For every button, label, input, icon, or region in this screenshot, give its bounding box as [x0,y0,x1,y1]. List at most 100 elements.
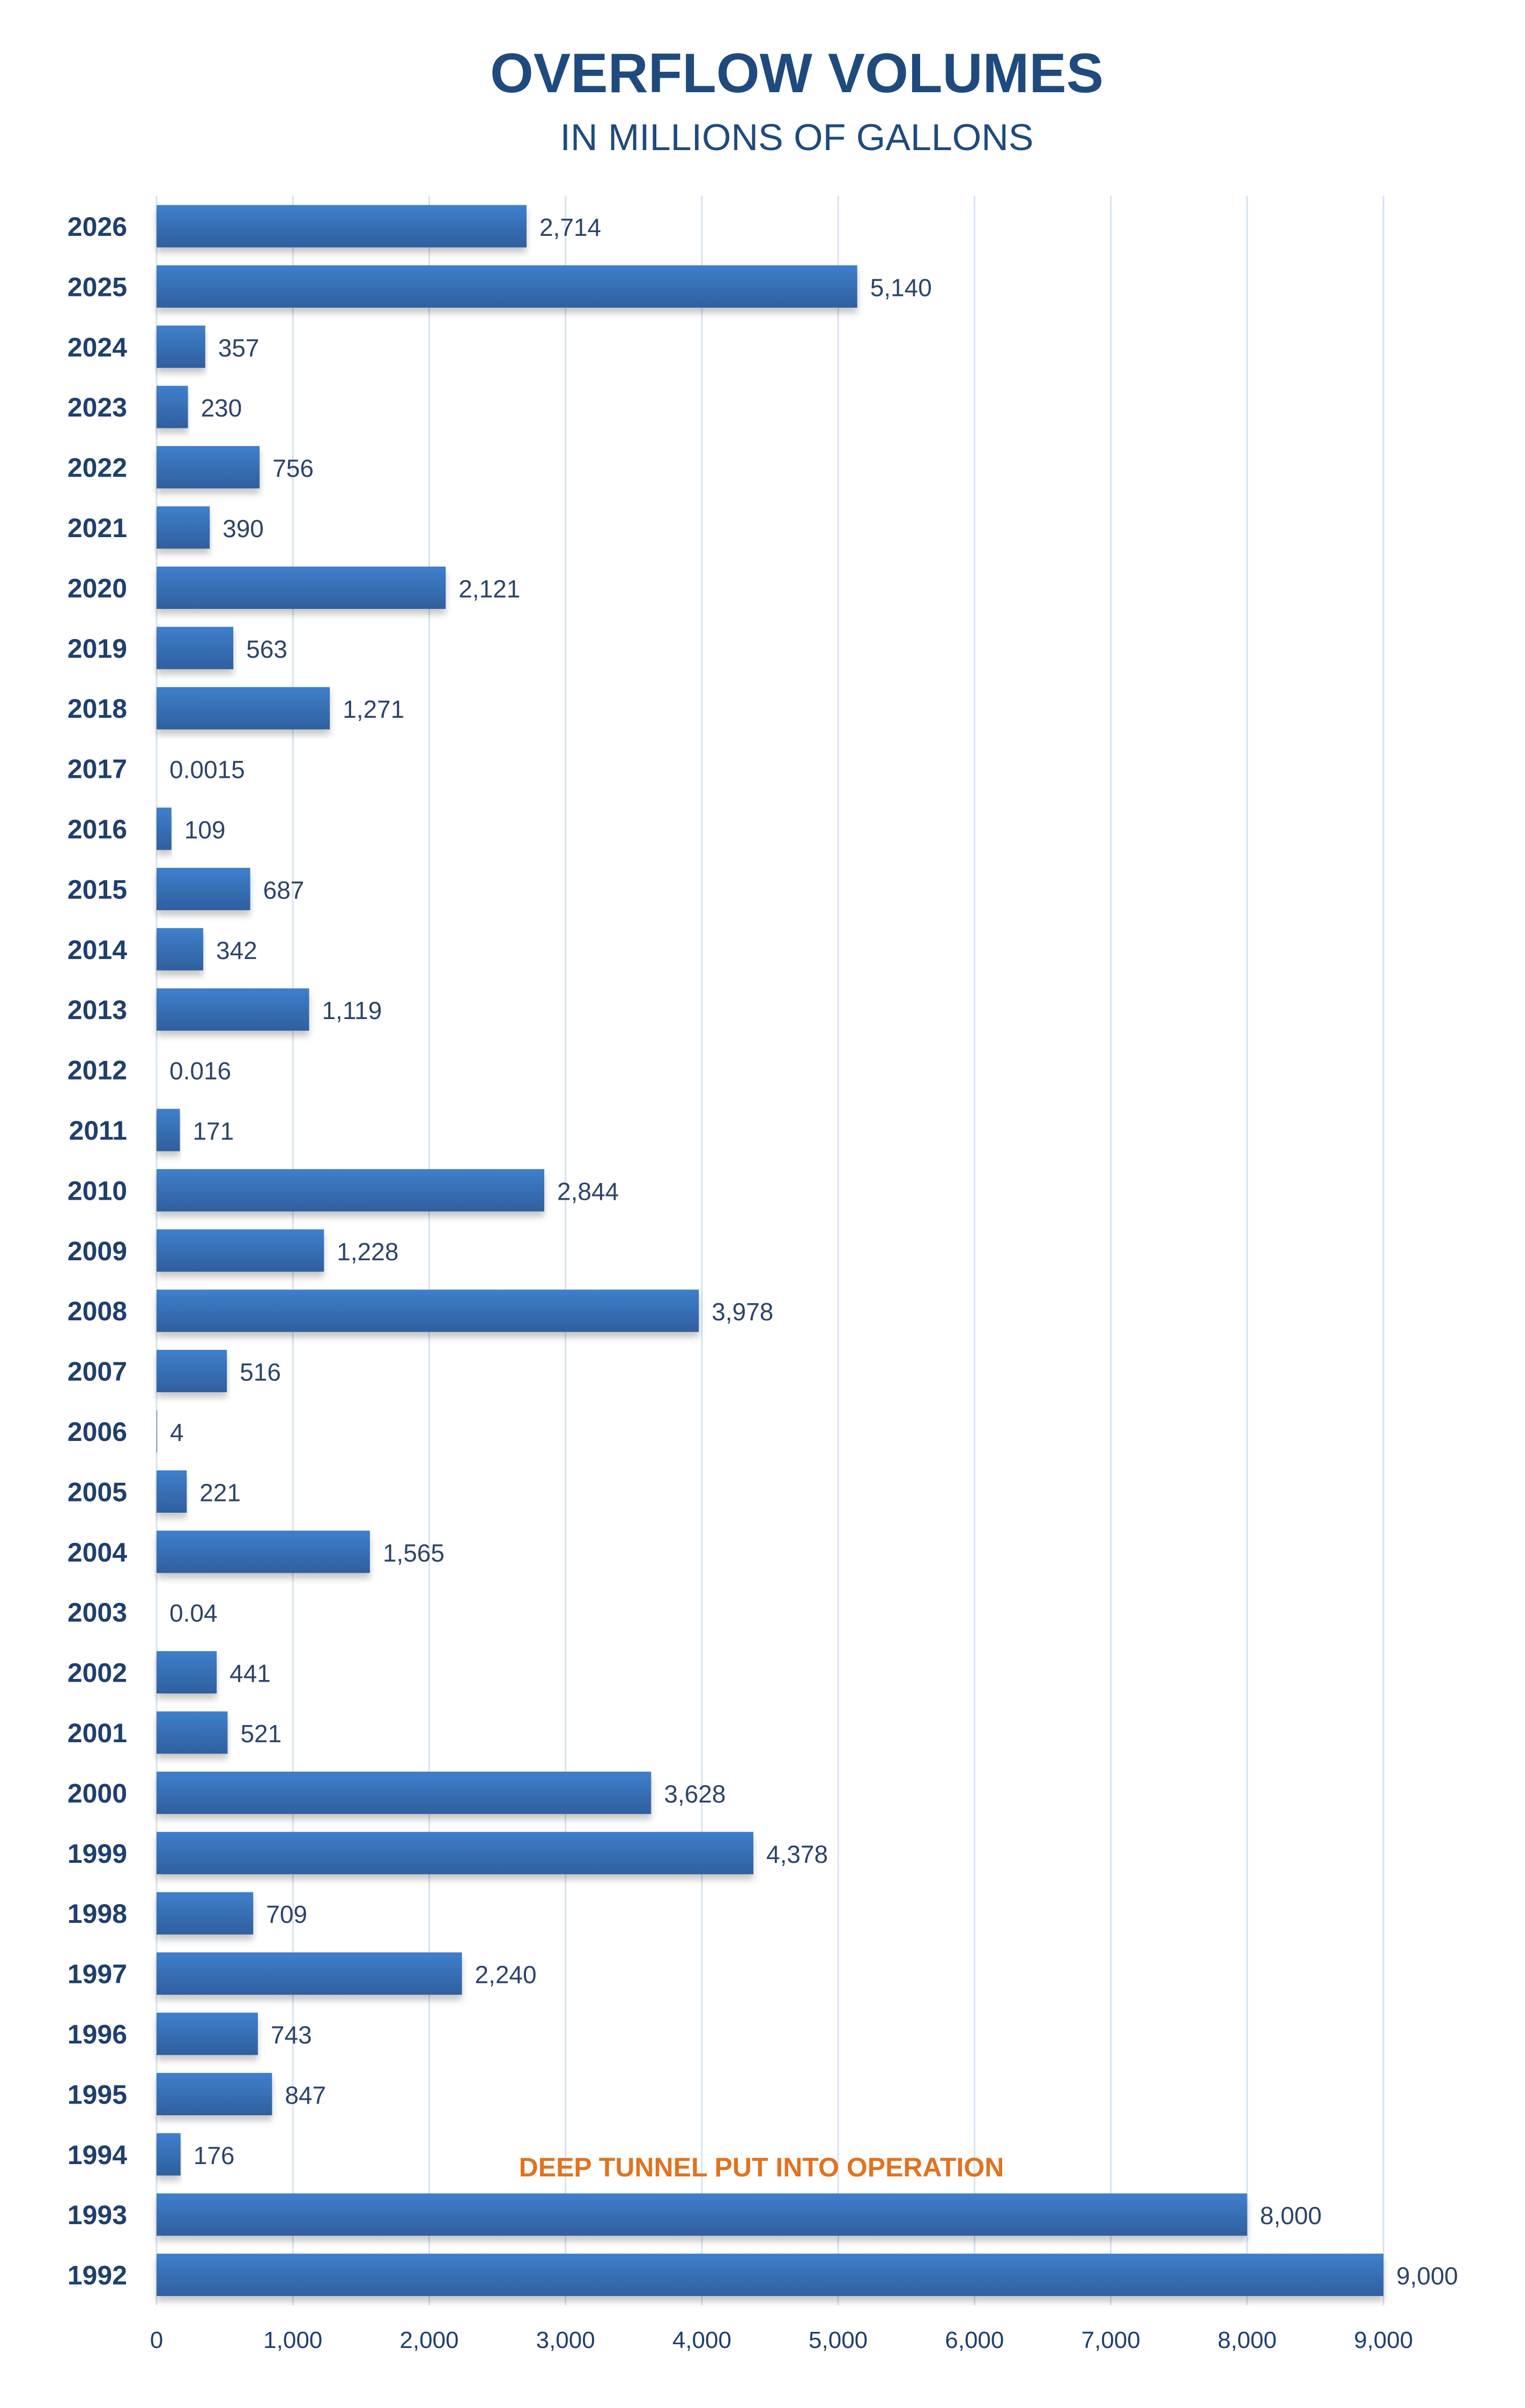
year-label: 2004 [68,1537,127,1567]
value-label: 441 [230,1660,271,1688]
value-label: 709 [266,1900,307,1928]
year-label: 2011 [69,1116,127,1146]
year-labels: 2026 2025 2024 2023 2022 2021 2020 2019 2018 2017… [68,212,127,2291]
year-label: 2005 [68,1477,127,1507]
x-tick-label: 2,000 [399,2327,458,2353]
value-label: 2,240 [475,1961,536,1989]
value-label: 4 [170,1418,184,1446]
bar-1997 [157,1952,462,1995]
annotation-deep-tunnel: DEEP TUNNEL PUT INTO OPERATION [519,2152,1004,2182]
bar-1993 [157,2193,1247,2236]
year-label: 2010 [68,1176,127,1206]
year-label: 2020 [68,573,127,603]
value-label: 1,228 [337,1238,398,1266]
year-label: 2008 [68,1296,127,1326]
bar-2018 [157,687,330,730]
year-label: 2019 [68,634,127,664]
year-label: 2015 [68,874,127,904]
value-label: 2,121 [458,575,520,603]
year-label: 1992 [68,2261,127,2291]
year-label: 2022 [68,453,127,483]
value-label: 0.04 [169,1599,218,1627]
x-tick-label: 4,000 [672,2327,731,2353]
year-label: 1999 [68,1839,127,1869]
gridlines [156,196,1385,2305]
value-label: 342 [216,937,257,964]
year-label: 2026 [68,212,127,242]
value-label: 0.0015 [169,756,245,784]
value-label: 2,844 [557,1177,619,1205]
year-label: 2002 [68,1658,127,1688]
bar-2026 [157,205,527,248]
bar-2011 [157,1109,180,1151]
bar-2021 [157,506,210,549]
value-label: 176 [194,2142,235,2169]
x-tick-label: 0 [150,2327,163,2353]
value-label: 1,271 [343,695,404,723]
bar-2015 [157,867,250,910]
year-label: 2024 [68,332,127,362]
x-axis-ticks: 0 1,000 2,000 3,000 4,000 5,000 6,000 7,000 8,00… [150,2327,1413,2353]
value-label: 8,000 [1260,2202,1322,2229]
value-label: 2,714 [539,213,601,241]
value-label: 756 [272,455,314,482]
year-label: 2001 [68,1718,127,1748]
value-labels: 2,714 5,140 357 230 756 390 2,121 563 1,271 0.001… [169,213,1458,2290]
year-label: 1995 [68,2079,127,2109]
bar-2000 [157,1771,652,1814]
year-label: 2007 [68,1357,127,1387]
value-label: 521 [240,1720,282,1748]
bar-2002 [157,1651,217,1694]
bar-2007 [157,1350,227,1393]
value-label: 516 [240,1358,281,1386]
bar-2008 [157,1289,699,1332]
x-tick-label: 7,000 [1082,2327,1141,2353]
value-label: 687 [263,876,305,904]
bar-1994 [157,2133,181,2176]
bar-1992 [157,2254,1383,2296]
bars [157,205,1383,2296]
value-label: 230 [201,394,242,422]
year-label: 1994 [68,2140,127,2170]
bar-2016 [157,807,172,850]
value-label: 357 [218,334,260,362]
bar-2025 [157,265,857,308]
bar-2022 [157,446,260,489]
x-tick-label: 9,000 [1354,2327,1413,2353]
year-label: 2023 [68,392,127,422]
bar-2001 [157,1711,228,1754]
bar-2023 [157,385,188,428]
bar-2009 [157,1229,324,1272]
year-label: 2016 [68,814,127,844]
year-label: 2017 [68,754,127,784]
bar-2005 [157,1470,187,1513]
x-tick-label: 8,000 [1218,2327,1277,2353]
year-label: 1993 [68,2200,127,2230]
bar-1999 [157,1832,753,1875]
bar-2010 [157,1169,545,1212]
x-tick-label: 5,000 [809,2327,868,2353]
chart-subtitle: IN MILLIONS OF GALLONS [560,116,1034,158]
value-label: 390 [223,515,264,542]
value-label: 109 [184,816,226,844]
year-label: 2009 [68,1236,127,1266]
value-label: 0.016 [169,1057,231,1085]
year-label: 2014 [68,935,127,965]
value-label: 563 [246,635,287,663]
year-label: 2013 [68,995,127,1025]
x-tick-label: 1,000 [263,2327,322,2353]
bar-2024 [157,325,205,368]
year-label: 2025 [68,272,127,302]
bar-1996 [157,2012,258,2055]
value-label: 4,378 [766,1840,828,1868]
year-label: 2003 [68,1597,127,1627]
chart-title: OVERFLOW VOLUMES [490,42,1104,105]
year-label: 2006 [68,1417,127,1447]
value-label: 3,628 [664,1780,726,1808]
year-label: 2018 [68,694,127,724]
x-tick-label: 6,000 [945,2327,1004,2353]
bar-2020 [157,566,446,609]
year-label: 1998 [68,1899,127,1929]
value-label: 1,565 [383,1539,445,1567]
year-label: 2021 [68,513,127,543]
